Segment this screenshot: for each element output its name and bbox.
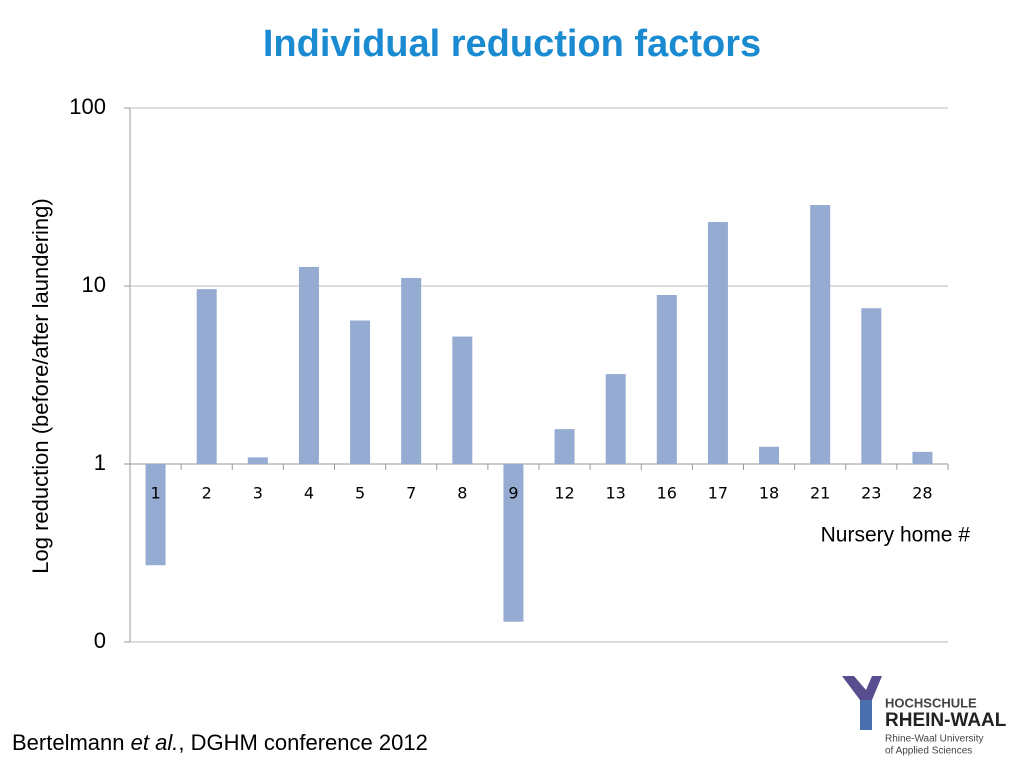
logo-text: Rhine-Waal University [885,734,984,745]
x-tick-label: 12 [554,484,574,503]
bar [707,221,728,464]
bar [810,205,831,465]
bar [298,266,319,464]
logo-text: RHEIN-WAAL [885,710,1007,731]
bar [350,320,371,464]
footer-text: , DGHM conference 2012 [178,730,428,755]
x-tick-label: 17 [708,484,728,503]
x-tick-label: 13 [606,484,626,503]
bar [605,374,626,464]
bar [196,289,217,464]
y-tick-label: 100 [69,94,106,119]
x-tick-label: 7 [406,484,416,503]
bar [503,464,524,622]
y-axis-label: Log reduction (before/after laundering) [28,198,53,573]
x-tick-label: 18 [759,484,779,503]
bar [759,446,780,464]
y-tick-label: 1 [94,450,106,475]
x-tick-label: 16 [657,484,677,503]
logo-text: HOCHSCHULE [885,695,977,710]
x-tick-label: 2 [202,484,212,503]
chart-title: Individual reduction factors [263,23,761,65]
x-tick-label: 1 [150,484,160,503]
bar [247,457,268,464]
bar [145,464,166,566]
x-tick-label: 4 [304,484,314,503]
x-tick-label: 9 [508,484,518,503]
bar [554,429,575,464]
x-tick-label: 23 [861,484,881,503]
logo: HOCHSCHULE RHEIN-WAAL Rhine-Waal Univers… [842,676,1007,757]
x-tick-label: 28 [912,484,932,503]
x-tick-label: 3 [253,484,263,503]
x-tick-label: 5 [355,484,365,503]
bar [912,451,933,464]
bar [656,295,677,464]
x-tick-label: 8 [457,484,467,503]
logo-text: of Applied Sciences [885,746,972,757]
bar [861,308,882,464]
footer-text: et al. [130,730,179,755]
footer: Bertelmann et al., DGHM conference 2012 [12,730,428,756]
x-tick-label: 21 [810,484,830,503]
logo-stem [860,700,872,730]
y-tick-label: 0 [94,628,106,653]
x-axis-label: Nursery home # [821,524,971,547]
y-tick-label: 10 [82,272,106,297]
bar [452,336,473,464]
bar [401,277,422,464]
footer-text: Bertelmann [12,730,125,755]
